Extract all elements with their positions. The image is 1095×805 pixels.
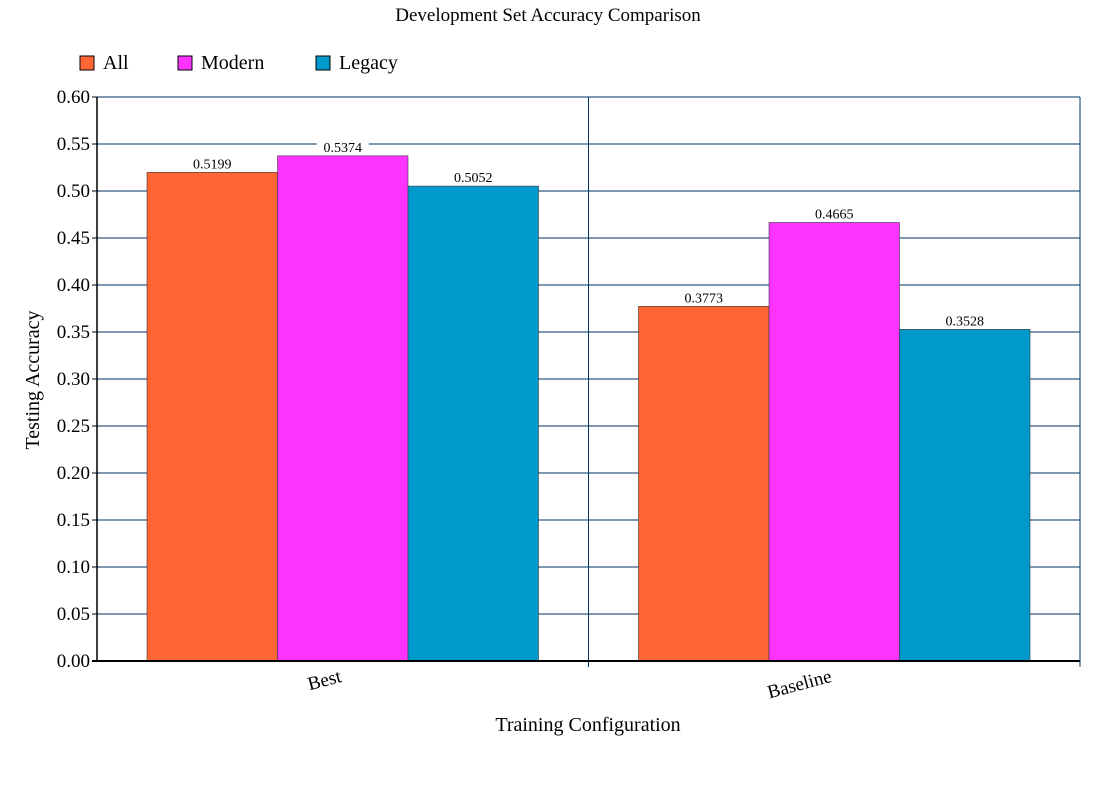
bar-legacy-baseline	[899, 329, 1031, 662]
axes	[92, 96, 1080, 662]
x-tick-labels: Best Baseline	[306, 666, 834, 703]
y-tick-label: 0.40	[57, 275, 90, 296]
bars	[146, 155, 1031, 662]
bar-all-best	[146, 171, 278, 662]
y-tick-label: 0.25	[57, 416, 90, 437]
x-axis-label: Training Configuration	[495, 714, 680, 736]
bar-modern-baseline	[768, 222, 900, 662]
data-label-bg	[447, 170, 500, 186]
y-tick-label: 0.10	[57, 557, 90, 578]
chart-title: Development Set Accuracy Comparison	[395, 5, 701, 26]
legend-label-all: All	[103, 52, 129, 74]
data-label: 0.5052	[454, 171, 493, 186]
legend-swatch-legacy	[315, 55, 331, 71]
data-label: 0.3773	[685, 291, 724, 306]
data-label-bg	[938, 313, 991, 329]
x-tick-label: Baseline	[765, 666, 834, 703]
y-axis-label: Testing Accuracy	[22, 310, 44, 449]
y-tick-label: 0.50	[57, 181, 90, 202]
y-tick-label: 0.05	[57, 604, 90, 625]
data-label-bg	[316, 139, 369, 155]
bar-legacy-best	[407, 185, 539, 662]
data-label: 0.4665	[815, 207, 854, 222]
legend: All Modern Legacy	[79, 52, 398, 74]
y-tick-label: 0.20	[57, 463, 90, 484]
bar-modern-best	[277, 155, 409, 662]
legend-label-legacy: Legacy	[339, 52, 398, 74]
x-tick-label: Best	[306, 666, 345, 695]
y-tick-label: 0.60	[57, 87, 90, 108]
y-tick-label: 0.35	[57, 322, 90, 343]
legend-swatch-modern	[177, 55, 193, 71]
legend-swatch-all	[79, 55, 95, 71]
y-tick-label: 0.15	[57, 510, 90, 531]
data-label: 0.5199	[193, 157, 232, 172]
y-tick-label: 0.00	[57, 651, 90, 672]
data-label-bg	[186, 156, 239, 172]
y-tick-label: 0.55	[57, 134, 90, 155]
data-label: 0.5374	[324, 141, 363, 156]
data-labels: 0.5199 0.5374 0.5052 0.3773 0.4665 0.3528	[186, 139, 991, 329]
legend-label-modern: Modern	[201, 52, 264, 74]
data-label-bg	[808, 206, 861, 222]
y-tick-label: 0.45	[57, 228, 90, 249]
bar-all-baseline	[638, 306, 770, 662]
data-label: 0.3528	[946, 314, 985, 329]
y-tick-label: 0.30	[57, 369, 90, 390]
y-tick-labels: 0.00 0.05 0.10 0.15 0.20 0.25 0.30 0.35 0.40 0.45…	[57, 87, 90, 672]
data-label-bg	[677, 290, 730, 306]
